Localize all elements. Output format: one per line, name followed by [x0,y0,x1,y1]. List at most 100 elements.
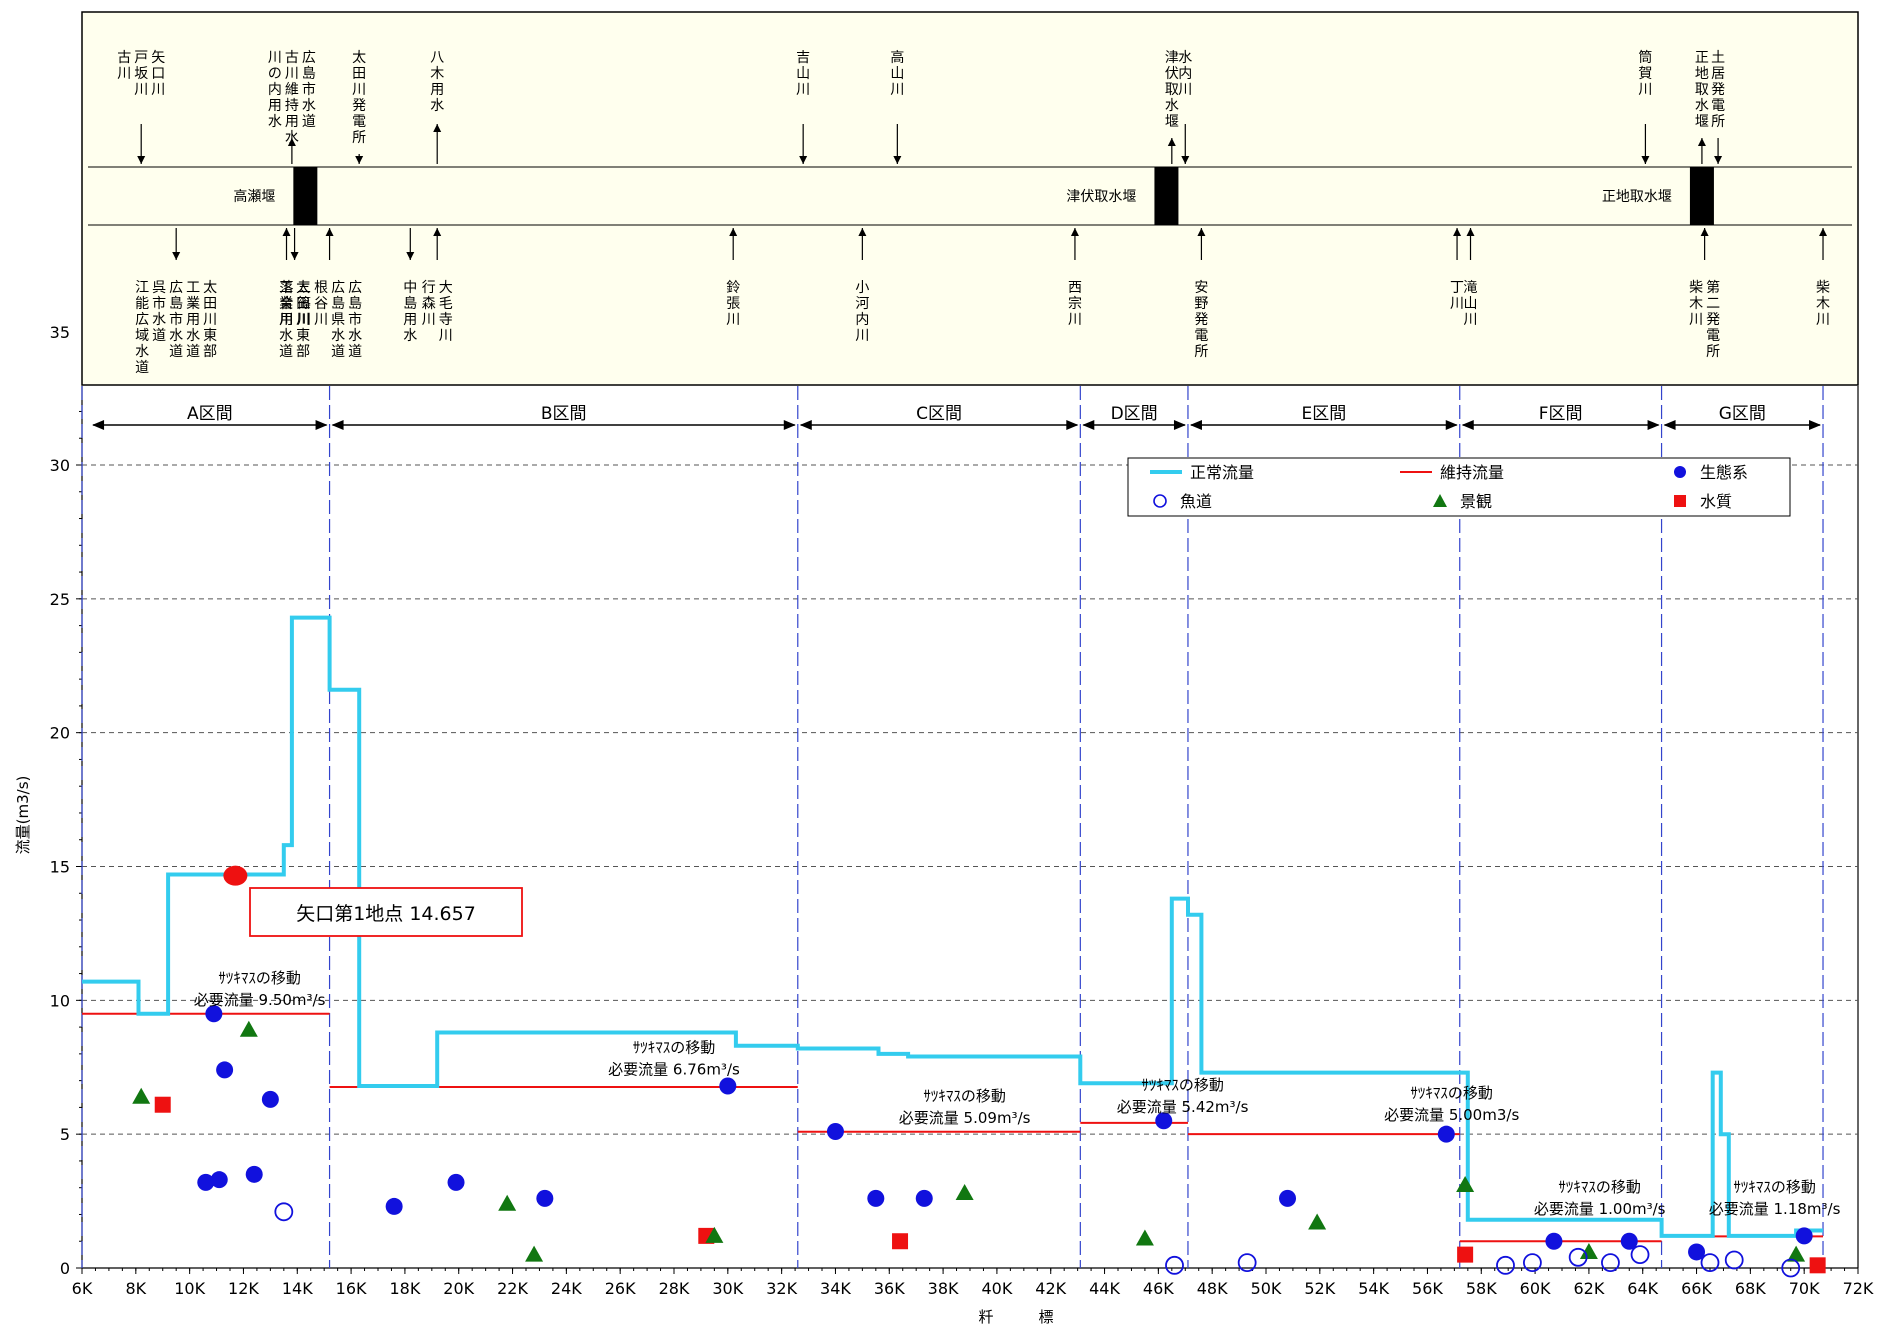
x-tick-label: 68K [1735,1279,1766,1298]
label-char: 内 [1178,66,1192,82]
label-char: 地 [1695,66,1709,82]
label-char: 水 [331,328,345,344]
label-char: 小 [855,280,869,296]
label-char: 能 [135,296,149,312]
label-char: 毛 [439,296,453,312]
label-char: 第 [1706,279,1720,296]
ecosystem-marker [1620,1232,1638,1250]
label-char: 古 [285,50,299,66]
arrow-head [1641,156,1650,164]
label-char: 滝 [1464,280,1478,296]
label-char: 川 [796,82,810,98]
arrow-head [1181,156,1190,164]
landscape-marker [1135,1229,1154,1246]
fishway-marker [1601,1253,1620,1273]
annotation-line1: ｻﾂｷﾏｽの移動 [633,1039,716,1057]
legend-label: 維持流量 [1440,463,1504,482]
weir-label: 正地取水堰 [1602,189,1672,205]
annotation-line1: ｻﾂｷﾏｽの移動 [923,1087,1006,1105]
x-tick-label: 42K [1035,1279,1066,1298]
arrow-head [325,228,334,236]
x-tick-label: 50K [1251,1279,1282,1298]
x-tick-label: 46K [1143,1279,1174,1298]
fishway-marker [1237,1253,1257,1273]
x-tick-label: 56K [1412,1279,1443,1298]
label-char: 川 [203,312,217,328]
label-char: 広 [331,280,345,296]
label-char: 川 [352,82,366,98]
section-label: G区間 [1719,404,1766,424]
label-char: 居 [1711,66,1725,82]
label-char: 東 [203,328,217,344]
schematic-label-top: 津伏取水堰 [1165,50,1179,130]
x-tick-label: 54K [1358,1279,1389,1298]
label-char: 所 [1194,344,1208,360]
label-char: 川 [1689,312,1703,328]
x-tick-label: 44K [1089,1279,1120,1298]
label-char: 戸 [134,50,148,66]
label-char: 用 [268,98,282,114]
label-char: 柴 [1689,280,1703,296]
fishway-marker [1781,1258,1801,1278]
label-char: の [268,66,282,82]
label-char: 水 [1695,98,1709,114]
label-char: 用 [285,114,299,130]
label-char: 水 [268,114,282,130]
arrow-head [282,228,291,236]
label-char: 山 [890,66,904,82]
x-tick-label: 24K [551,1279,582,1298]
label-char: 川 [726,312,740,328]
weir-block [293,167,318,225]
normal-flow-line [82,615,1823,1238]
label-char: 根 [314,280,328,296]
landscape-marker [498,1194,517,1211]
x-tick-label: 22K [497,1279,528,1298]
ecosystem-marker [867,1189,885,1207]
section-arrow-head [1461,420,1474,430]
annotation-line1: ｻﾂｷﾏｽの移動 [218,969,301,987]
label-char: 河 [855,296,869,312]
x-tick-label: 10K [174,1279,205,1298]
arrow-head [1714,156,1723,164]
x-tick-label: 32K [766,1279,797,1298]
label-char: 江 [135,280,149,296]
label-char: 西 [1068,280,1082,296]
label-char: 水 [169,328,183,344]
section-arrow-head [799,420,812,430]
label-char: 落 [280,280,294,296]
label-char: 川 [855,328,869,344]
y-tick-label: 10 [50,991,70,1010]
weir-block [1689,167,1714,225]
y-axis-title-text: 流量(m3/s) [14,776,32,855]
arrow-head [1700,228,1709,236]
label-char: 電 [1706,328,1720,344]
label-char: 川 [1638,82,1652,98]
section-arrow-head [1189,420,1202,430]
label-char: 川 [1816,312,1830,328]
fishway-marker [1724,1250,1744,1270]
label-char: 水 [135,344,149,360]
weir-label: 津伏取水堰 [1066,189,1136,205]
label-char: 中 [403,280,417,296]
label-char: 太 [296,280,310,296]
section-label: E区間 [1301,404,1346,424]
label-char: 持 [285,98,299,114]
ecosystem-marker [719,1077,737,1095]
label-char: 維 [285,82,299,98]
label-char: 道 [348,344,362,360]
arrow-head [433,228,442,236]
schematic-label-bottom: 滝山川 [1464,280,1478,328]
label-char: 森 [422,296,436,312]
label-char: 鈴 [726,280,740,296]
landscape-marker [132,1087,151,1104]
ecosystem-marker [826,1122,844,1140]
label-char: 市 [152,295,166,312]
label-char: 川 [314,312,328,328]
label-char: 電 [1194,328,1208,344]
